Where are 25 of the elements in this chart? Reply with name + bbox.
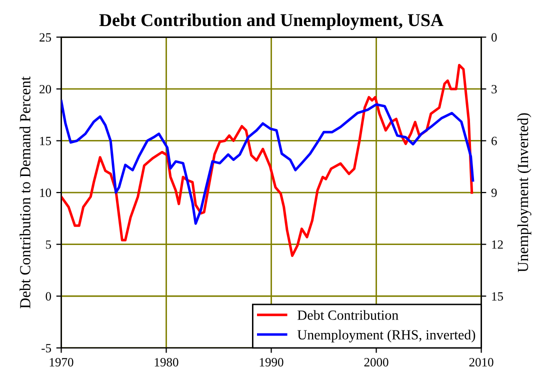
y-tick-label: 5 (46, 240, 52, 249)
y-tick-label: 0 (46, 292, 52, 301)
y-tick-label: 20 (40, 84, 52, 94)
x-tick-label: 2010 (469, 358, 494, 366)
legend-label: Debt Contribution (298, 310, 398, 320)
chart-title: Debt Contribution and Unemployment, USA (99, 14, 444, 30)
y-tick-label: 15 (40, 136, 52, 146)
x-tick-label: 1970 (50, 358, 74, 366)
y-tick-label: -5 (42, 344, 52, 352)
y2-tick-label: 15 (492, 292, 504, 301)
line-series (61, 64, 474, 257)
x-tick-label: 2000 (364, 358, 388, 366)
y2-axis-title: Unemployment (Inverted) (517, 113, 532, 272)
y-axis-title: Debt Contribution to Demand Percent (20, 76, 30, 308)
line-series (61, 100, 474, 225)
x-tick-label: 1980 (154, 358, 178, 366)
x-tick-label: 1990 (260, 358, 284, 366)
y-tick-label: 10 (40, 188, 52, 197)
y2-tick-label: 9 (491, 188, 497, 197)
y2-tick-label: 12 (492, 240, 503, 249)
legend-label: Unemployment (RHS, inverted) (297, 330, 476, 342)
y-tick-label: 25 (40, 33, 52, 42)
y2-tick-label: 6 (492, 136, 497, 146)
y2-tick-label: 3 (492, 85, 497, 94)
y2-tick-label: 0 (491, 33, 497, 42)
